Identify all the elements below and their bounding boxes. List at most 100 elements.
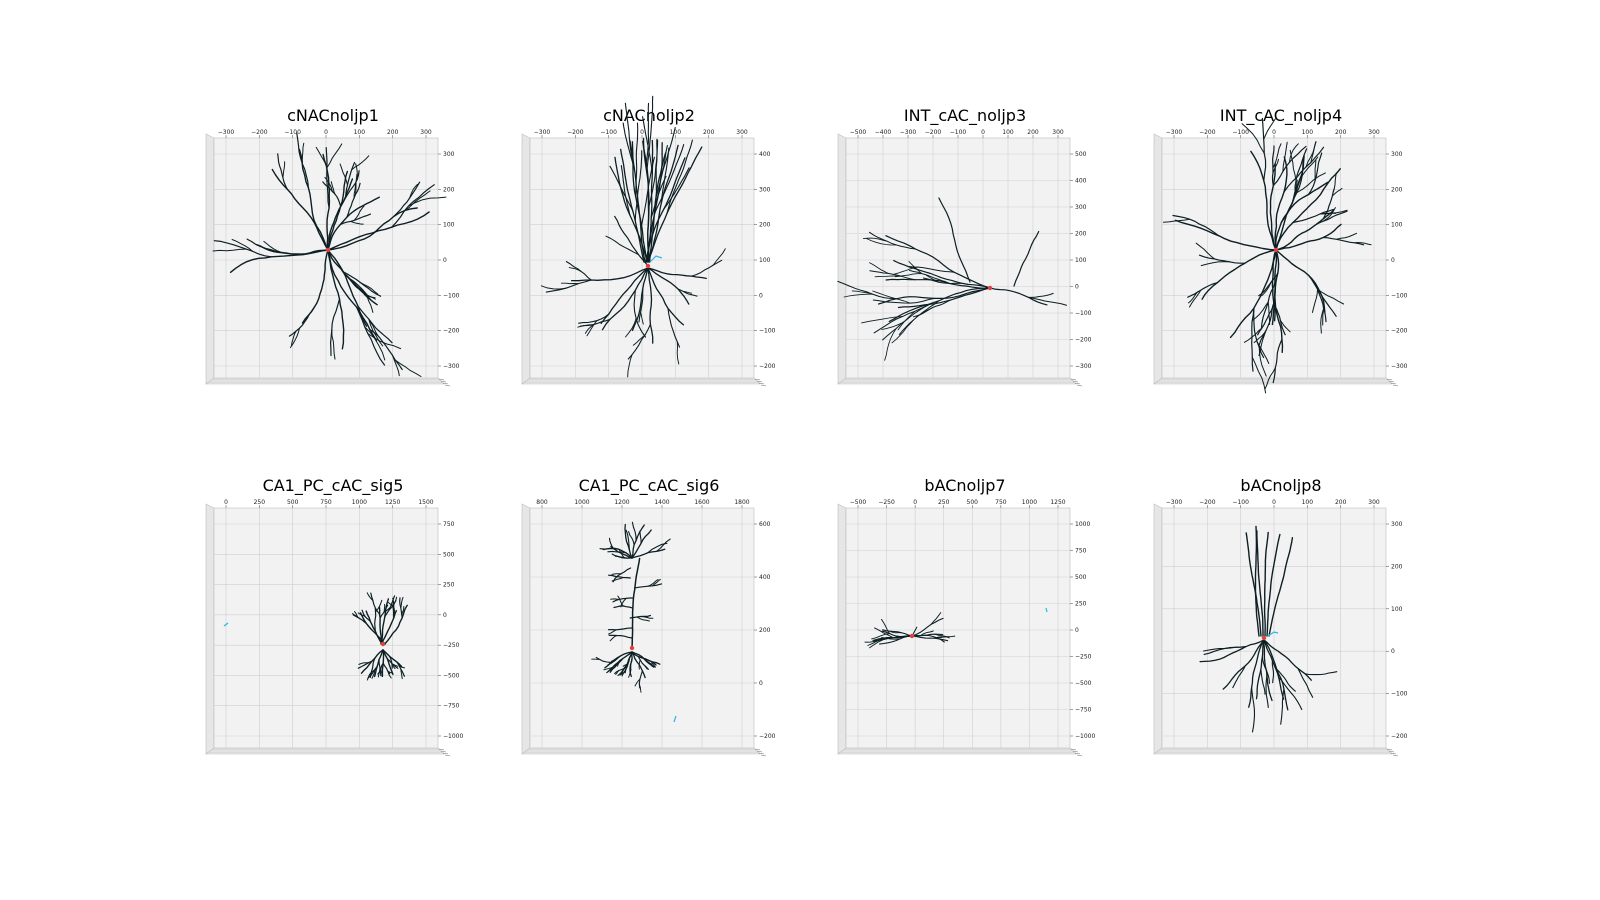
neurite-branch bbox=[989, 287, 1048, 306]
x-tick-label: 0 bbox=[1272, 499, 1276, 506]
x-tick-label: −500 bbox=[850, 499, 867, 506]
neurite-branch bbox=[881, 630, 913, 638]
z-tick bbox=[1072, 750, 1079, 753]
neurite-branch bbox=[1250, 150, 1277, 251]
neurite-branch bbox=[330, 181, 336, 195]
neurite-branch bbox=[911, 635, 949, 642]
neurite-branch bbox=[1280, 688, 1285, 725]
x-tick-label: −400 bbox=[875, 129, 892, 136]
neurite-branch bbox=[1203, 646, 1247, 652]
neurite-branch bbox=[383, 606, 391, 613]
neurite-branch bbox=[1288, 143, 1299, 163]
y-tick-label: 0 bbox=[759, 680, 763, 687]
neurite-branch bbox=[652, 578, 661, 587]
neurite-branch bbox=[608, 629, 617, 635]
neurite-branch bbox=[353, 175, 358, 199]
neurite-branch bbox=[641, 662, 650, 670]
neurite-branch bbox=[324, 176, 333, 193]
y-tick-label: 300 bbox=[1391, 521, 1403, 528]
x-tick-label: 1000 bbox=[1022, 499, 1037, 506]
side-wall bbox=[205, 133, 215, 385]
neurite-branch bbox=[271, 168, 329, 251]
neurite-branch bbox=[1275, 168, 1341, 251]
panel-1: cNACnoljp1 −300 −200 −100 0 100 200 300 300 200 1… bbox=[198, 106, 498, 426]
neurite-branch bbox=[647, 267, 685, 326]
neurite-branch bbox=[639, 615, 654, 619]
x-tick-label: 800 bbox=[536, 499, 548, 506]
neurite-branch bbox=[607, 550, 627, 554]
y-tick-label: −200 bbox=[443, 328, 460, 335]
y-tick-label: 100 bbox=[1075, 257, 1087, 264]
neurite-branch bbox=[1188, 289, 1202, 308]
z-tick bbox=[1070, 378, 1077, 381]
neurite-branch bbox=[1268, 537, 1294, 637]
neurite-branch bbox=[1258, 300, 1276, 346]
neurite-branch bbox=[1272, 158, 1280, 173]
y-tick-label: 0 bbox=[1075, 284, 1079, 291]
neurite-branch bbox=[1271, 249, 1280, 326]
neurite-branch bbox=[382, 649, 403, 668]
neurite-branch bbox=[570, 267, 649, 282]
neurite-branch bbox=[366, 671, 372, 681]
neurite-branch bbox=[624, 102, 634, 165]
y-tick-label: 300 bbox=[1391, 151, 1403, 158]
neurite-branch bbox=[639, 530, 642, 545]
neurite-branch bbox=[621, 670, 626, 675]
neurite-branch bbox=[660, 147, 670, 204]
neurite-branch bbox=[1028, 296, 1068, 306]
y-tick-label: 300 bbox=[759, 186, 771, 193]
neurite-branch bbox=[1243, 327, 1263, 343]
neurite-branch bbox=[391, 184, 435, 228]
neurite-branch bbox=[861, 315, 904, 324]
neurite-branch bbox=[631, 651, 646, 679]
x-tick-label: −300 bbox=[900, 129, 917, 136]
panel-4: INT_cAC_noljp4 −300 −200 −100 0 100 200 300 300… bbox=[1146, 106, 1446, 426]
neurite-branch bbox=[369, 657, 376, 678]
neurite-branch bbox=[1263, 639, 1312, 681]
neurite-branch bbox=[638, 683, 642, 693]
neurite-branch bbox=[1314, 159, 1317, 182]
neurite-branch bbox=[636, 616, 650, 622]
panel-title: bACnoljp7 bbox=[924, 476, 1006, 495]
neurite-branch bbox=[1263, 118, 1276, 140]
soma bbox=[380, 641, 386, 647]
neurite-branch bbox=[383, 603, 386, 613]
neurite-branch bbox=[1271, 145, 1275, 187]
neurite-branch bbox=[1275, 223, 1342, 251]
neurite-branch bbox=[650, 660, 655, 667]
neurite-branch bbox=[647, 146, 703, 263]
x-tick-label: 0 bbox=[640, 129, 644, 136]
neurite-branch bbox=[891, 319, 915, 344]
neurite-branch bbox=[1261, 280, 1273, 297]
x-tick-label: 200 bbox=[1335, 129, 1347, 136]
x-tick-label: 100 bbox=[1002, 129, 1014, 136]
neurite-branch bbox=[642, 116, 653, 175]
x-tick-label: 100 bbox=[1302, 129, 1314, 136]
neurite-branch bbox=[1279, 319, 1291, 333]
z-tick bbox=[438, 378, 445, 381]
neurite-branch bbox=[627, 323, 651, 360]
neurite-branch bbox=[1331, 187, 1343, 197]
neurite-branch bbox=[398, 665, 406, 669]
neurite-branch bbox=[1198, 254, 1246, 264]
neurite-branch bbox=[327, 211, 430, 251]
neurite-branch bbox=[356, 306, 386, 366]
y-tick-label: −200 bbox=[1391, 328, 1408, 335]
neurite-branch bbox=[1187, 282, 1218, 298]
neurite-branch bbox=[647, 267, 707, 280]
z-tick bbox=[758, 752, 765, 755]
soma bbox=[325, 247, 331, 253]
neurite-branch bbox=[1322, 307, 1325, 326]
y-tick-label: 100 bbox=[443, 222, 455, 229]
neurite-branch bbox=[368, 318, 379, 336]
neurite-branch bbox=[288, 306, 315, 337]
neurite-branch bbox=[595, 656, 612, 663]
z-tick bbox=[1076, 384, 1083, 387]
neurite-branch bbox=[393, 181, 421, 217]
z-tick bbox=[1070, 748, 1077, 751]
neurite-branch bbox=[1013, 230, 1040, 287]
x-tick-label: 1200 bbox=[614, 499, 629, 506]
neurite-branch bbox=[1187, 291, 1199, 304]
y-tick-label: 500 bbox=[443, 551, 455, 558]
panel-5: CA1_PC_cAC_sig5 0 250 500 750 1000 1250 1500 75… bbox=[198, 476, 498, 796]
